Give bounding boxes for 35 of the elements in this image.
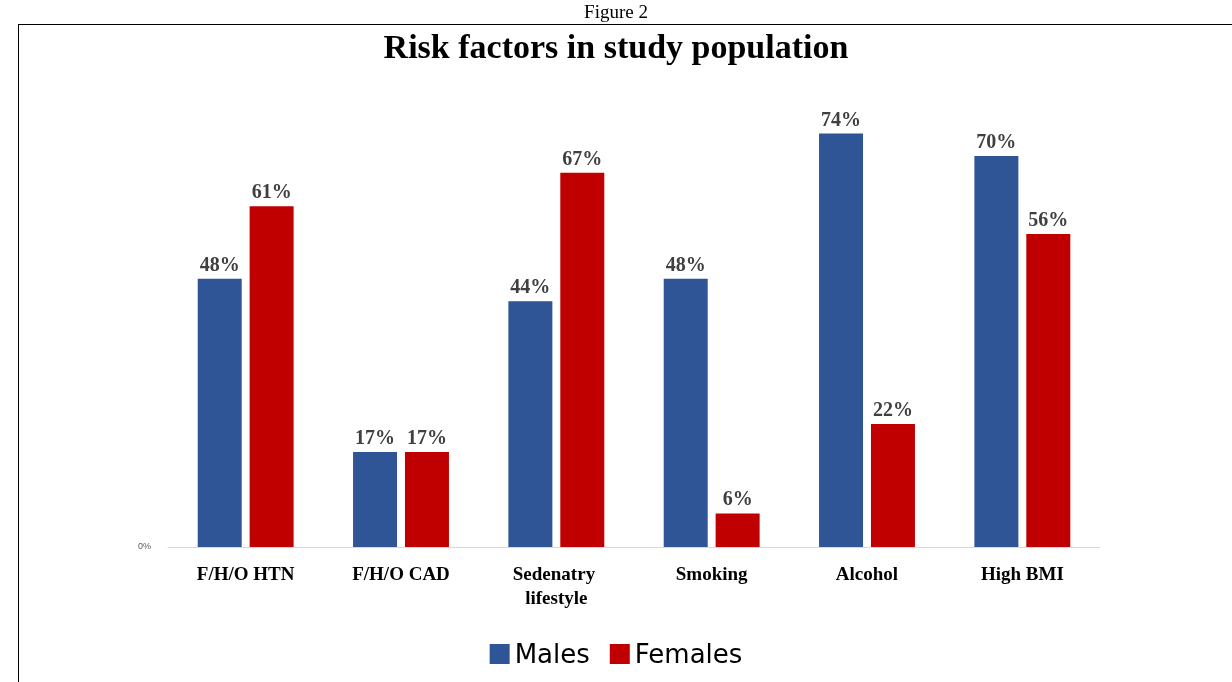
- bar: [1026, 234, 1071, 547]
- bar: [249, 206, 294, 547]
- data-label: 17%: [355, 426, 396, 449]
- bar: [974, 155, 1019, 547]
- bar: [560, 172, 605, 547]
- text: 0%: [138, 540, 152, 551]
- bar: [663, 278, 708, 547]
- legend-label: Males: [514, 639, 590, 669]
- data-label: 67%: [562, 146, 603, 169]
- data-label: 61%: [251, 180, 292, 203]
- chart-title: Risk factors in study population: [383, 27, 849, 65]
- x-tick-label: Alcohol: [835, 562, 899, 584]
- x-tick-label: High BMI: [980, 562, 1064, 584]
- data-label: 17%: [406, 426, 447, 449]
- data-label: 74%: [821, 107, 862, 130]
- bar: [715, 513, 760, 547]
- bar: [353, 452, 398, 547]
- bar: [197, 278, 242, 547]
- x-tick-label: F/H/O HTN: [196, 562, 295, 584]
- data-label: 56%: [1028, 208, 1069, 231]
- data-label: 70%: [976, 129, 1017, 152]
- data-label: 48%: [665, 252, 706, 275]
- x-tick-label: F/H/O CAD: [352, 562, 450, 584]
- x-tick-label: Smoking: [675, 562, 749, 584]
- bar: [508, 301, 553, 547]
- data-label: 44%: [510, 275, 551, 298]
- data-label: 6%: [722, 487, 753, 510]
- data-label: 22%: [872, 398, 913, 421]
- bar: [870, 424, 915, 547]
- bar: [819, 133, 864, 547]
- bar: [404, 452, 449, 547]
- x-tick-label: Sedenatry lifestyle: [512, 562, 600, 608]
- caption: Figure 2: [583, 1, 649, 23]
- data-label: 48%: [199, 252, 240, 275]
- legend-label: Females: [634, 639, 743, 669]
